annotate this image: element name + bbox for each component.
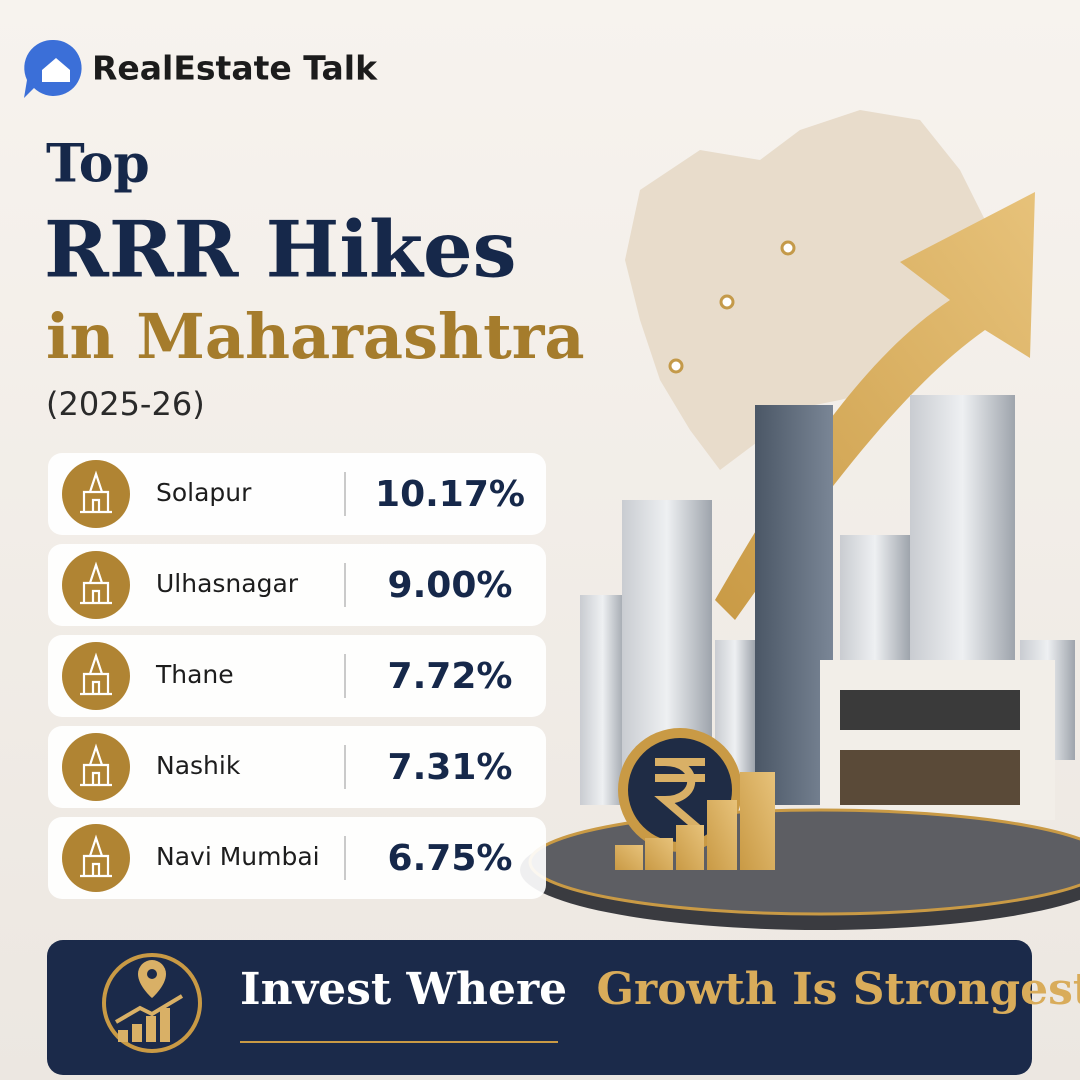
row-card — [48, 726, 546, 808]
coin-bars — [615, 728, 775, 870]
period: (2025-26) — [46, 385, 205, 423]
row-icon-glyph — [80, 470, 112, 514]
hike-value: 7.31% — [388, 747, 513, 788]
city-name: Navi Mumbai — [156, 842, 320, 871]
city-name: Ulhasnagar — [156, 569, 299, 598]
row-card — [48, 544, 546, 626]
footer-lead: Invest Where — [240, 964, 567, 1015]
row-icon — [62, 642, 130, 710]
title-line: in Maharashtra — [46, 300, 585, 373]
row-icon — [62, 551, 130, 619]
list-row: Navi Mumbai 6.75% — [48, 817, 546, 899]
brand-name: RealEstate Talk — [92, 49, 378, 88]
row-icon-glyph — [80, 652, 112, 696]
brand-logo — [24, 39, 82, 98]
ranking-list: Solapur 10.17% Ulhasnagar 9.00% Thane 7.72% Na… — [48, 453, 546, 899]
map — [625, 110, 1030, 470]
list-row: Nashik 7.31% — [48, 726, 546, 808]
list-row: Ulhasnagar 9.00% — [48, 544, 546, 626]
row-icon — [62, 733, 130, 801]
hike-value: 7.72% — [388, 656, 513, 697]
row-icon-glyph — [80, 743, 112, 787]
hike-value: 6.75% — [388, 838, 513, 879]
row-card — [48, 453, 546, 535]
list-row: Thane 7.72% — [48, 635, 546, 717]
map-pins — [668, 240, 796, 374]
hike-value: 9.00% — [388, 565, 513, 606]
row-icon-glyph — [80, 561, 112, 605]
city-name: Nashik — [156, 751, 241, 780]
city-name: Solapur — [156, 478, 252, 507]
city-name: Thane — [155, 660, 234, 689]
row-icon-glyph — [80, 834, 112, 878]
row-card — [48, 635, 546, 717]
list-row: Solapur 10.17% — [48, 453, 546, 535]
hike-value: 10.17% — [375, 474, 525, 515]
row-card — [48, 817, 546, 899]
row-icon — [62, 824, 130, 892]
title-line: Top — [46, 134, 150, 195]
footer-text: Invest Where Growth Is Strongest — [240, 964, 1080, 1015]
footer-highlight: Growth Is Strongest — [596, 964, 1080, 1015]
row-icon — [62, 460, 130, 528]
footer-icon — [102, 953, 202, 1053]
title-line: RRR Hikes — [44, 205, 517, 296]
